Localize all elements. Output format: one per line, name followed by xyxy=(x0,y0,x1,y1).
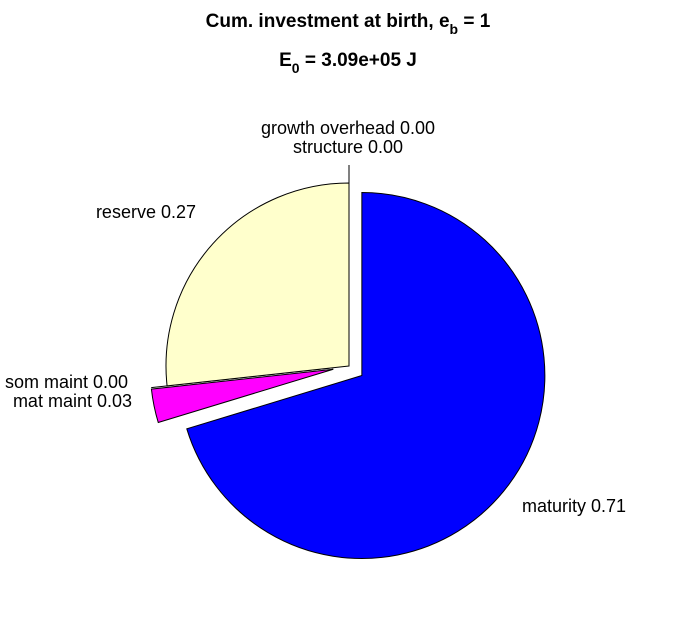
subtitle-sub: 0 xyxy=(292,60,300,76)
slice-label: mat maint 0.03 xyxy=(13,391,132,411)
slice-label: maturity 0.71 xyxy=(522,496,626,516)
slice-label: som maint 0.00 xyxy=(5,372,128,392)
title-sub: b xyxy=(450,21,459,37)
slice-label: growth overhead 0.00 xyxy=(261,118,435,138)
chart-subtitle: E0 = 3.09e+05 J xyxy=(279,50,417,76)
slice-label: reserve 0.27 xyxy=(96,202,196,222)
pie-slice xyxy=(165,182,350,387)
title-text: Cum. investment at birth, e xyxy=(206,11,450,32)
title-rest: = 1 xyxy=(458,11,491,32)
pie-slice xyxy=(186,192,546,560)
pie-slice xyxy=(150,368,334,424)
chart-title: Cum. investment at birth, eb = 1 xyxy=(206,11,491,37)
slice-label: structure 0.00 xyxy=(293,137,403,157)
subtitle-text: E xyxy=(279,50,292,71)
subtitle-rest: = 3.09e+05 J xyxy=(300,50,417,71)
